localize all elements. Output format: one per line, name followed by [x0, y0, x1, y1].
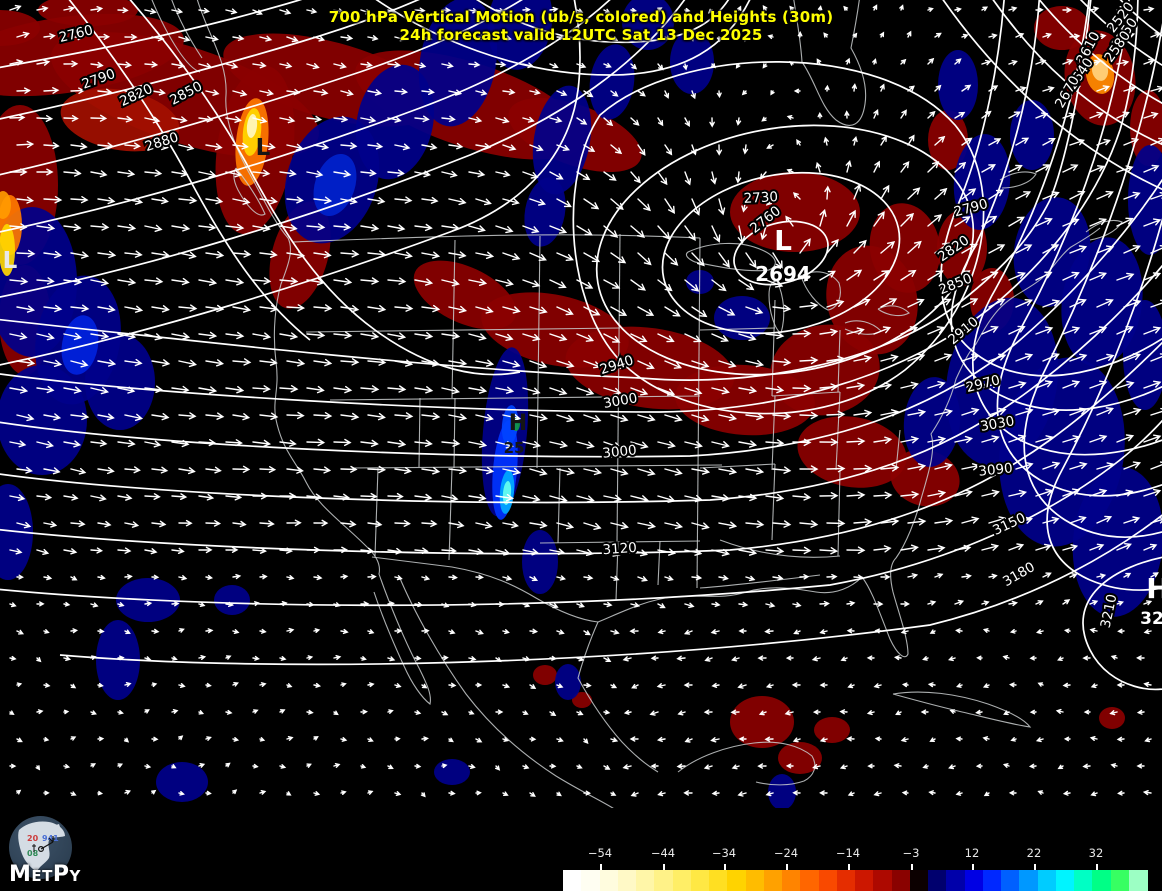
- pressure-center-h: H: [509, 411, 527, 436]
- pressure-center-value: 25: [504, 439, 525, 457]
- pressure-center-value: 32: [1140, 609, 1162, 629]
- pressure-center-l: L: [774, 224, 792, 257]
- pressure-center-h: H: [1146, 572, 1162, 605]
- contour-label: 2730: [743, 189, 778, 207]
- pressure-center-value: 2694: [755, 262, 811, 286]
- contour-label: 3090: [978, 460, 1014, 480]
- contour-label: 3120: [602, 540, 637, 558]
- wind-arrows-layer: [9, 4, 1162, 798]
- logo-station-pressure: 941: [42, 834, 59, 843]
- metpy-logo: 20 941 08 MetPy: [8, 814, 81, 887]
- pressure-markers-layer: L 2694 L L H 25 H 32: [3, 135, 1162, 629]
- metpy-globe-icon: 20 941 08: [9, 816, 72, 879]
- logo-station-temp: 20: [27, 834, 39, 843]
- logo-station-dewpoint: 08: [27, 849, 39, 858]
- contour-label: 3000: [602, 442, 638, 462]
- pressure-center-l: L: [3, 248, 18, 274]
- metpy-logo-text: MetPy: [9, 862, 81, 887]
- pressure-center-l: L: [256, 135, 271, 161]
- logo-station-symbols: [32, 836, 54, 853]
